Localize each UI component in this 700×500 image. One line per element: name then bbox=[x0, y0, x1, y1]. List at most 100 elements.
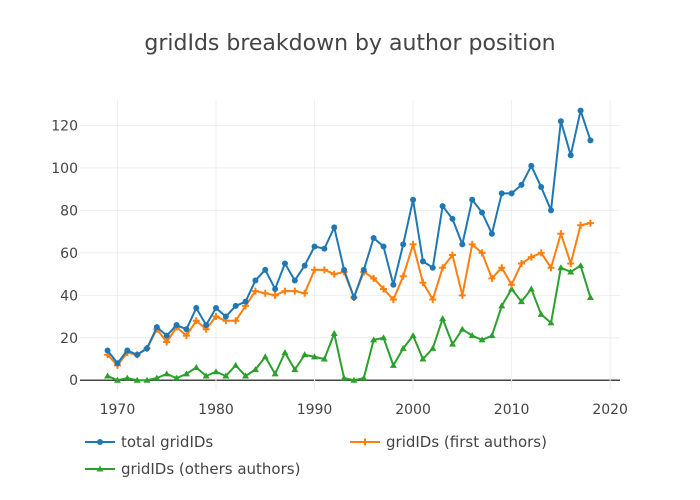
series-0 bbox=[104, 107, 594, 367]
data-point bbox=[192, 317, 200, 325]
data-point bbox=[399, 272, 407, 280]
data-point bbox=[370, 274, 378, 282]
x-tick-label: 1980 bbox=[198, 402, 234, 418]
data-point bbox=[577, 107, 584, 114]
data-point bbox=[586, 293, 594, 300]
data-point bbox=[153, 374, 161, 381]
data-point bbox=[478, 249, 486, 257]
data-point bbox=[203, 322, 210, 329]
data-point bbox=[498, 302, 506, 309]
chart-title: gridIds breakdown by author position bbox=[144, 31, 555, 56]
data-point bbox=[153, 324, 160, 331]
data-point bbox=[330, 330, 338, 337]
legend-item-0[interactable]: total gridIDs bbox=[85, 433, 213, 451]
data-point bbox=[163, 332, 170, 339]
data-point bbox=[144, 345, 151, 352]
data-point bbox=[567, 259, 575, 267]
data-point bbox=[133, 376, 141, 383]
data-point bbox=[557, 118, 564, 125]
data-point bbox=[547, 264, 555, 272]
data-point bbox=[301, 289, 309, 297]
x-tick-label: 2010 bbox=[494, 402, 530, 418]
data-point bbox=[439, 315, 447, 322]
data-point bbox=[468, 332, 476, 339]
data-point bbox=[271, 291, 279, 299]
data-point bbox=[134, 351, 141, 358]
data-point bbox=[587, 137, 594, 144]
data-point bbox=[261, 353, 269, 360]
legend-label: gridIDs (others authors) bbox=[121, 460, 300, 478]
legend[interactable]: total gridIDs gridIDs (first authors) grid… bbox=[85, 433, 547, 478]
data-point bbox=[547, 319, 555, 326]
data-point bbox=[498, 190, 505, 197]
data-point bbox=[439, 264, 447, 272]
data-point bbox=[242, 298, 249, 305]
data-point bbox=[252, 277, 259, 284]
data-point bbox=[567, 268, 575, 275]
data-point bbox=[222, 313, 229, 320]
data-point bbox=[232, 361, 240, 368]
data-point bbox=[251, 366, 259, 373]
data-point bbox=[458, 291, 466, 299]
data-point bbox=[212, 305, 219, 312]
data-point bbox=[577, 262, 585, 269]
data-point bbox=[389, 296, 397, 304]
data-point bbox=[311, 243, 318, 250]
data-point bbox=[429, 344, 437, 351]
data-point bbox=[488, 332, 496, 339]
legend-item-2[interactable]: gridIDs (others authors) bbox=[85, 460, 300, 478]
data-point bbox=[537, 249, 545, 257]
data-point bbox=[498, 264, 506, 272]
data-point bbox=[449, 215, 456, 222]
y-tick-label: 120 bbox=[51, 118, 78, 134]
data-point bbox=[528, 162, 535, 169]
data-point bbox=[459, 241, 466, 248]
data-point bbox=[123, 374, 131, 381]
data-point bbox=[399, 344, 407, 351]
data-point bbox=[380, 285, 388, 293]
legend-item-1[interactable]: gridIDs (first authors) bbox=[350, 433, 547, 451]
data-point bbox=[301, 351, 309, 358]
data-point bbox=[389, 361, 397, 368]
data-point bbox=[183, 326, 190, 333]
data-point bbox=[458, 325, 466, 332]
data-point bbox=[360, 266, 367, 273]
data-point bbox=[104, 372, 112, 379]
data-point bbox=[439, 203, 446, 210]
legend-label: gridIDs (first authors) bbox=[386, 433, 547, 451]
data-point bbox=[548, 207, 555, 214]
data-point bbox=[281, 349, 289, 356]
y-tick-label: 40 bbox=[60, 288, 78, 304]
data-point bbox=[409, 332, 417, 339]
data-point bbox=[508, 190, 515, 197]
y-tick-label: 100 bbox=[51, 161, 78, 177]
data-point bbox=[410, 196, 417, 203]
data-point bbox=[331, 224, 338, 231]
legend-marker bbox=[97, 439, 103, 445]
data-point bbox=[350, 294, 357, 301]
data-point bbox=[232, 302, 239, 309]
data-point bbox=[251, 287, 259, 295]
data-point bbox=[281, 260, 288, 267]
data-point bbox=[291, 287, 299, 295]
data-point bbox=[448, 251, 456, 259]
data-point bbox=[577, 221, 585, 229]
x-tick-label: 1970 bbox=[100, 402, 136, 418]
data-point bbox=[311, 353, 319, 360]
data-point bbox=[124, 347, 131, 354]
data-point bbox=[242, 372, 250, 379]
data-point bbox=[173, 374, 181, 381]
data-point bbox=[557, 230, 565, 238]
data-point bbox=[380, 243, 387, 250]
data-point bbox=[202, 372, 210, 379]
data-point bbox=[488, 274, 496, 282]
data-point bbox=[262, 266, 269, 273]
legend-label: total gridIDs bbox=[121, 433, 213, 451]
data-point bbox=[419, 258, 426, 265]
data-point bbox=[468, 240, 476, 248]
data-point bbox=[557, 264, 565, 271]
data-point bbox=[527, 253, 535, 261]
data-point bbox=[301, 262, 308, 269]
data-point bbox=[222, 372, 230, 379]
